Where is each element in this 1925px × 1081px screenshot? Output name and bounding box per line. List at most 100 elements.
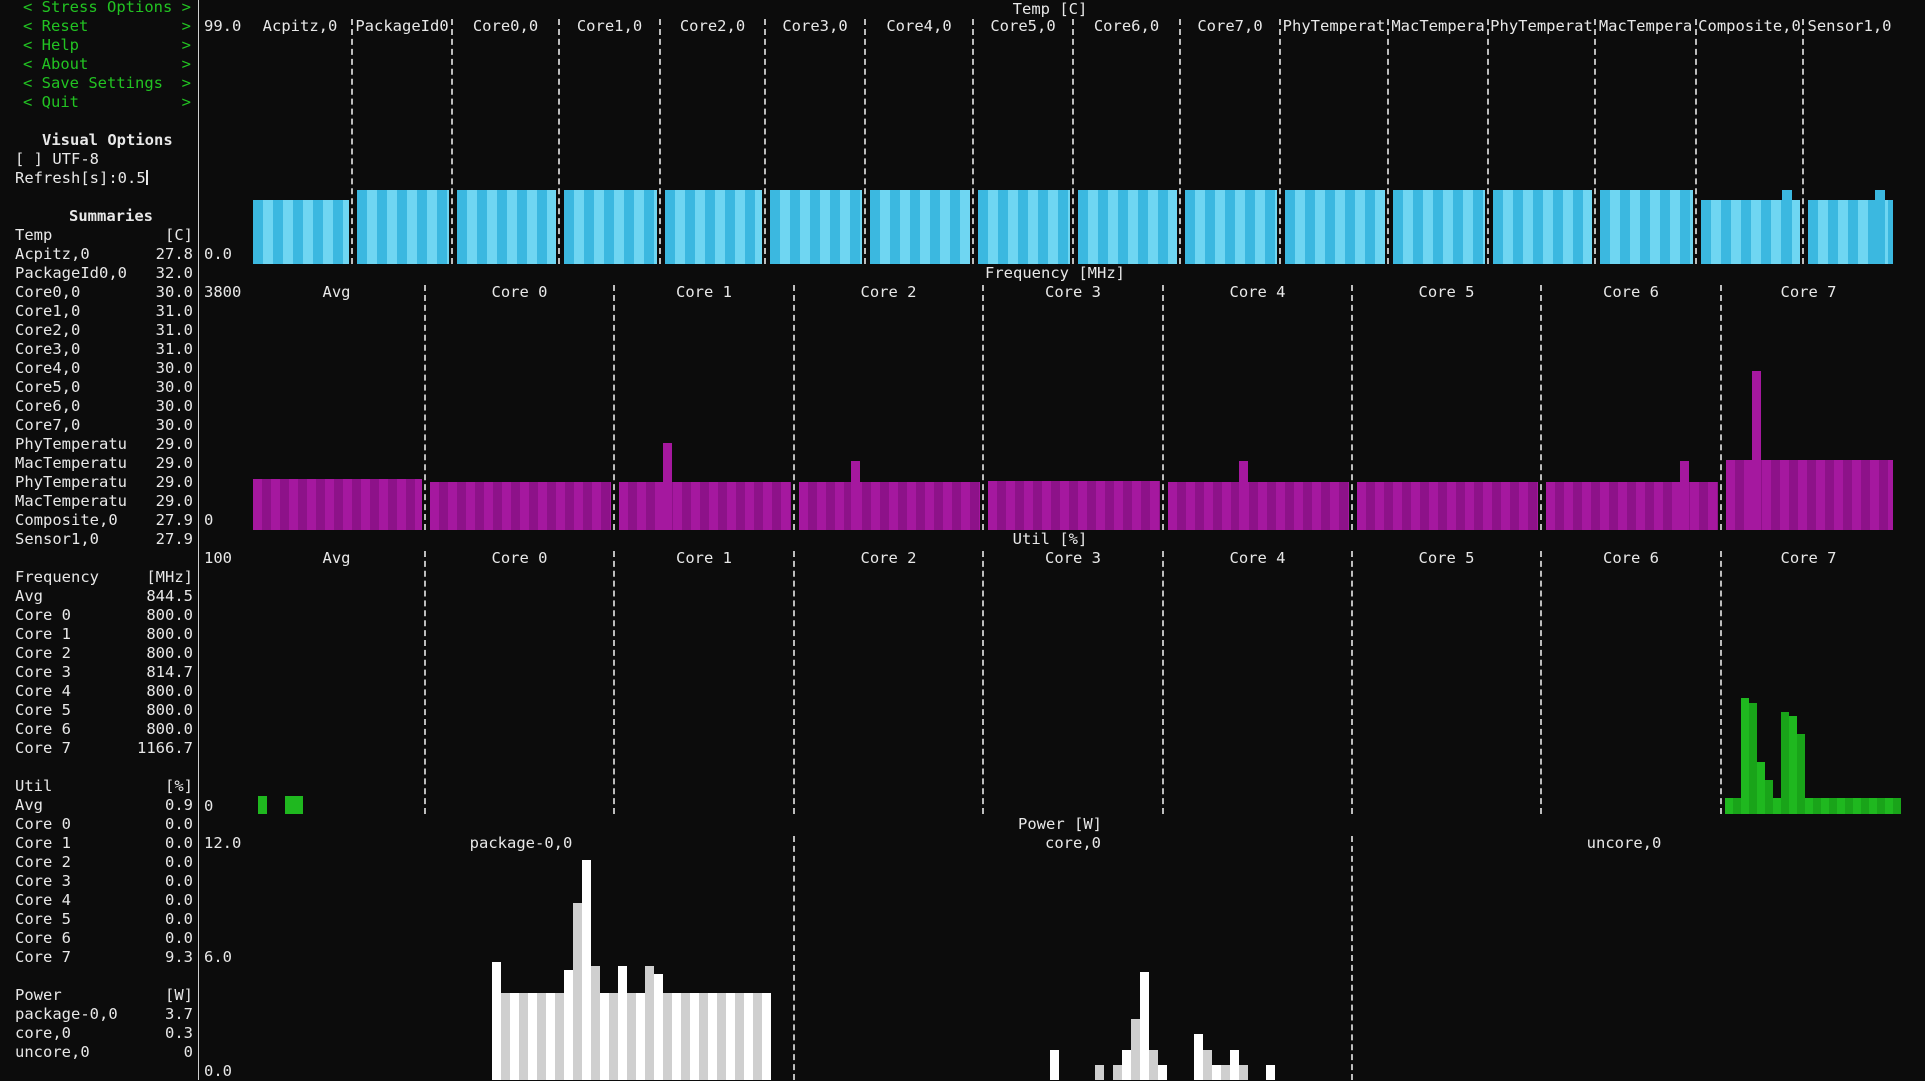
sensor-value: 0.9 [165, 796, 193, 814]
temp-bar [1543, 190, 1553, 264]
power-summary-header: Power [W] [15, 986, 193, 1005]
temp-bar [1205, 190, 1215, 264]
frequency-bar [1402, 482, 1411, 530]
frequency-bar [619, 482, 628, 530]
temp-summary-row: PackageId0,0 32.0 [15, 264, 193, 283]
sensor-name: Core4,0 [15, 359, 81, 377]
sensor-name: Core 7 [15, 948, 71, 966]
frequency-bar [298, 479, 307, 530]
frequency-bar [1276, 482, 1285, 530]
temp-column-divider [1802, 19, 1804, 264]
power-core-bar [1131, 1019, 1140, 1080]
frequency-bar [1591, 482, 1600, 530]
stress-options-button[interactable]: < Stress Options > [23, 0, 191, 16]
refresh-input[interactable]: 0.5 [117, 169, 146, 187]
power-package-bar [654, 974, 663, 1080]
sensor-name: Core 6 [15, 929, 71, 947]
frequency-bar [1735, 460, 1744, 530]
frequency-bar [325, 479, 334, 530]
temp-bar [407, 190, 417, 264]
frequency-column-divider [1720, 285, 1722, 530]
sensor-value: 27.9 [155, 511, 193, 529]
power-core-bar [1194, 1034, 1203, 1080]
temp-column-label: MacTempera [1598, 17, 1693, 35]
save-settings-button[interactable]: < Save Settings > [23, 74, 191, 92]
frequency-graph-title: Frequency [MHz] [985, 264, 1125, 282]
temp-bar [780, 190, 790, 264]
temp-column-divider [351, 19, 353, 264]
temp-bar [1483, 190, 1485, 264]
reset-button[interactable]: < Reset > [23, 17, 191, 35]
temp-bar [950, 190, 960, 264]
frequency-bar [538, 482, 547, 530]
help-button[interactable]: < Help > [23, 36, 191, 54]
temp-bar [988, 190, 998, 264]
sensor-name: Core5,0 [15, 378, 81, 396]
sensor-name: package-0,0 [15, 1005, 118, 1023]
power-mid-label: 6.0 [204, 948, 232, 966]
frequency-bar [1834, 460, 1843, 530]
quit-button[interactable]: < Quit > [23, 93, 191, 111]
temp-bar [1008, 190, 1018, 264]
frequency-header-label: Frequency [15, 568, 99, 586]
sensor-value: 27.9 [155, 530, 193, 548]
utf8-checkbox[interactable]: [ ] UTF-8 [15, 150, 99, 168]
sensor-value: 0.0 [165, 815, 193, 833]
temp-bar [457, 190, 467, 264]
frequency-bar [691, 482, 700, 530]
frequency-bar [370, 479, 379, 530]
temp-bar [283, 200, 293, 264]
temp-bar [850, 190, 860, 264]
frequency-bar [388, 479, 397, 530]
temp-summary-row: Composite,0 27.9 [15, 511, 193, 530]
power-core-bar [1140, 972, 1149, 1080]
util-core7-bar [1805, 798, 1813, 814]
frequency-bar [1249, 482, 1258, 530]
temp-column-label: PhyTemperat [1282, 17, 1386, 35]
sensor-name: Core 7 [15, 739, 71, 757]
frequency-ymin-label: 0 [204, 511, 214, 529]
sensor-value: 27.8 [155, 245, 193, 263]
temp-bar [1443, 190, 1453, 264]
temp-bar [487, 190, 497, 264]
frequency-bar [1654, 482, 1663, 530]
temp-bar [1791, 200, 1800, 264]
temp-bar [840, 190, 850, 264]
sensor-name: Core 3 [15, 663, 71, 681]
temp-bar [1818, 200, 1828, 264]
temp-column-label: MacTempera [1391, 17, 1485, 35]
temp-summary-row: Acpitz,0 27.8 [15, 245, 193, 264]
util-core7-bar [1877, 798, 1885, 814]
frequency-summary-row: Core 7 1166.7 [15, 739, 193, 758]
temp-bar [715, 190, 725, 264]
frequency-bar [1078, 481, 1087, 530]
frequency-bar [781, 482, 790, 530]
power-package-bar [555, 993, 564, 1080]
refresh-field[interactable]: Refresh[s]:0.5 [15, 169, 148, 188]
power-core-bar [1095, 1065, 1104, 1080]
temp-bar [303, 200, 313, 264]
refresh-label: Refresh[s]: [15, 169, 118, 187]
power-core-bar [1212, 1065, 1221, 1080]
util-column-divider [982, 551, 984, 814]
frequency-bar [1879, 460, 1888, 530]
frequency-bar [1114, 481, 1123, 530]
frequency-spike-bar [1680, 461, 1689, 530]
temp-bar [564, 190, 574, 264]
temp-ymin-label: 0.0 [204, 245, 232, 263]
sensor-name: Core 4 [15, 682, 71, 700]
temp-column-label: Core1,0 [576, 17, 643, 35]
temp-bar [820, 190, 830, 264]
temp-bar [725, 190, 735, 264]
temp-bar [1403, 190, 1413, 264]
temp-column-label: Core7,0 [1197, 17, 1263, 35]
temp-bar [735, 190, 745, 264]
temp-column-label: Core5,0 [990, 17, 1056, 35]
util-summary-row: Core 5 0.0 [15, 910, 193, 929]
frequency-bar [718, 482, 727, 530]
temp-bar [790, 190, 800, 264]
temp-bar [1088, 190, 1098, 264]
power-package-bar [699, 993, 708, 1080]
frequency-bar [1069, 481, 1078, 530]
about-button[interactable]: < About > [23, 55, 191, 73]
